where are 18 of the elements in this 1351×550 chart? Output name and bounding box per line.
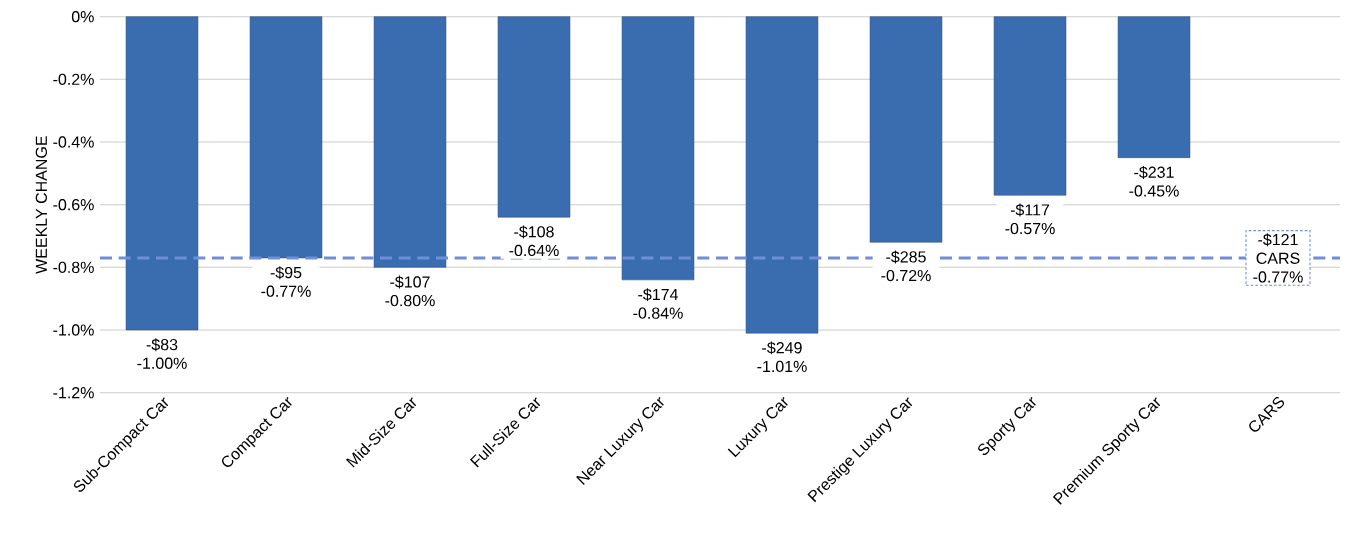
y-tick-label: -1.2% (53, 387, 94, 399)
data-label: -$249 -1.01% (757, 341, 807, 373)
y-tick-label: -0.6% (53, 199, 94, 211)
ref-line-label: -$121 CARS -0.77% (1253, 233, 1303, 283)
y-tick-label: -0.2% (53, 73, 94, 85)
data-label: -$174 -0.84% (633, 288, 683, 319)
data-label: -$285 -0.72% (881, 250, 931, 282)
data-label: -$107 -0.80% (385, 275, 435, 307)
data-label: -$95 -0.77% (261, 266, 311, 297)
data-label: -$108 -0.64% (509, 225, 559, 257)
data-label: -$83 -1.00% (137, 338, 187, 369)
y-tick-label: -0.8% (53, 261, 94, 273)
y-tick-label: -0.4% (53, 136, 94, 148)
y-axis-title: WEEKLY CHANGE (35, 136, 47, 274)
y-tick-label: -1.0% (53, 324, 94, 336)
y-tick-label: 0% (71, 11, 94, 23)
data-label: -$231 -0.45% (1129, 165, 1179, 197)
data-label: -$117 -0.57% (1005, 203, 1055, 235)
